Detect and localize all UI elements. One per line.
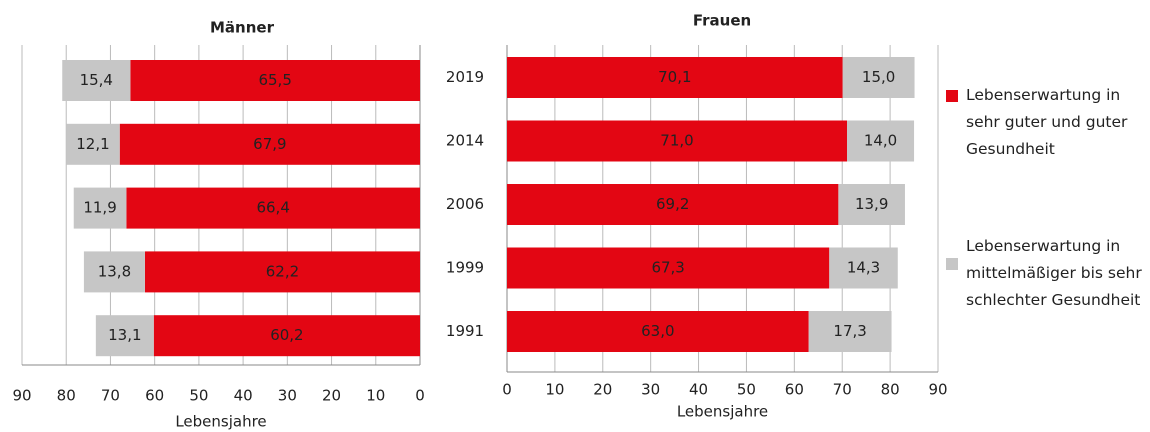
x-tick-label: 60	[145, 387, 164, 405]
bar-segment	[507, 311, 809, 352]
category-label: 2006	[446, 195, 484, 213]
x-tick-label: 30	[641, 381, 660, 399]
value-label: 62,2	[266, 262, 299, 280]
value-label: 67,3	[651, 259, 684, 277]
value-label: 14,0	[864, 132, 897, 150]
value-label: 71,0	[660, 132, 693, 150]
x-tick-label: 70	[101, 387, 120, 405]
category-label: 2014	[446, 132, 484, 150]
x-tick-label: 20	[593, 381, 612, 399]
category-label: 2019	[446, 68, 484, 86]
value-label: 69,2	[656, 195, 689, 213]
x-tick-label: 10	[366, 387, 385, 405]
chart-title: Männer	[210, 19, 275, 37]
bar-segment	[829, 247, 898, 289]
bar-segment	[66, 123, 120, 165]
bar-segment	[507, 184, 839, 225]
x-tick-label: 90	[928, 381, 947, 399]
bar-segment	[507, 247, 830, 289]
x-tick-label: 50	[189, 387, 208, 405]
x-tick-label: 0	[502, 381, 512, 399]
bar-segment	[130, 60, 420, 101]
x-tick-label: 90	[12, 387, 31, 405]
bar-segment	[144, 251, 420, 293]
value-label: 12,1	[76, 135, 109, 153]
value-label: 15,0	[862, 68, 895, 86]
value-label: 66,4	[256, 199, 289, 217]
x-tick-label: 80	[881, 381, 900, 399]
bar-segment	[62, 60, 131, 101]
bar-segment	[507, 57, 843, 98]
bar-segment	[838, 184, 905, 225]
category-label: 1999	[446, 259, 484, 277]
bar-segment	[73, 187, 127, 229]
value-label: 13,9	[855, 195, 888, 213]
x-axis-label: Lebensjahre	[677, 403, 768, 421]
chart-title: Frauen	[693, 12, 751, 30]
value-label: 11,9	[83, 199, 116, 217]
x-tick-label: 40	[689, 381, 708, 399]
bar-segment	[153, 315, 420, 357]
value-label: 13,1	[108, 326, 141, 344]
value-label: 14,3	[847, 259, 880, 277]
bar-segment	[507, 120, 848, 162]
value-label: 13,8	[98, 262, 131, 280]
legend-label: Lebenserwartung in mittelmäßiger bis seh…	[966, 237, 1142, 309]
value-label: 67,9	[253, 135, 286, 153]
legend-swatch	[946, 90, 958, 102]
bar-segment	[808, 311, 892, 352]
bar-segment	[95, 315, 154, 357]
legend-label: Lebenserwartung in sehr guter und guter …	[966, 86, 1128, 158]
x-tick-label: 60	[785, 381, 804, 399]
value-label: 15,4	[80, 71, 113, 89]
value-label: 70,1	[658, 68, 691, 86]
bar-segment	[126, 187, 420, 229]
value-label: 17,3	[833, 322, 866, 340]
x-tick-label: 10	[545, 381, 564, 399]
category-label: 1991	[446, 322, 484, 340]
bar-segment	[83, 251, 145, 293]
x-tick-label: 50	[737, 381, 756, 399]
x-tick-label: 40	[234, 387, 253, 405]
bar-segment	[847, 120, 915, 162]
x-tick-label: 70	[833, 381, 852, 399]
x-tick-label: 20	[322, 387, 341, 405]
value-label: 63,0	[641, 322, 674, 340]
x-axis-label: Lebensjahre	[175, 413, 266, 431]
value-label: 60,2	[270, 326, 303, 344]
x-tick-label: 30	[278, 387, 297, 405]
x-tick-label: 0	[415, 387, 425, 405]
value-label: 65,5	[258, 71, 291, 89]
x-tick-label: 80	[57, 387, 76, 405]
legend-swatch	[946, 258, 958, 270]
bar-segment	[119, 123, 420, 165]
bar-segment	[842, 57, 915, 98]
